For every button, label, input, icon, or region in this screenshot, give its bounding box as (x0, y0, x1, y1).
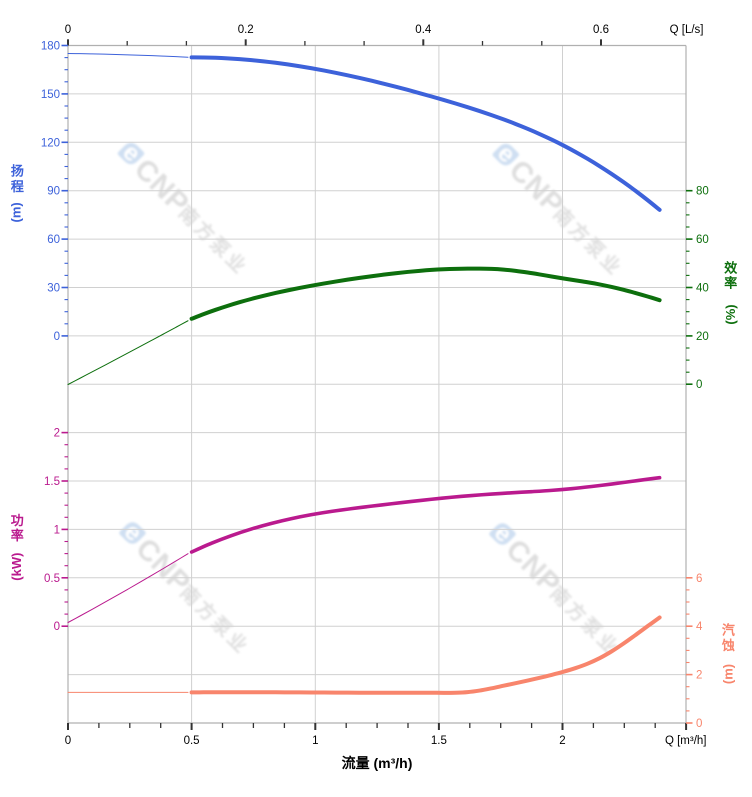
svg-text:2: 2 (559, 735, 565, 747)
svg-text:0: 0 (65, 24, 71, 36)
svg-text:0.2: 0.2 (238, 24, 254, 36)
svg-text:1: 1 (312, 735, 318, 747)
svg-text:程: 程 (11, 179, 24, 194)
svg-text:Q [m³/h]: Q [m³/h] (665, 735, 707, 747)
svg-text:2: 2 (54, 428, 60, 440)
svg-text:蚀: 蚀 (721, 638, 735, 653)
svg-text:0.5: 0.5 (44, 573, 60, 585)
svg-text:(m): (m) (721, 664, 736, 684)
svg-text:流量 (m³/h): 流量 (m³/h) (342, 755, 413, 771)
svg-text:40: 40 (696, 283, 709, 295)
svg-text:(kW): (kW) (9, 553, 24, 581)
svg-text:功: 功 (11, 513, 24, 528)
svg-text:60: 60 (47, 234, 60, 246)
svg-text:率: 率 (11, 528, 24, 543)
svg-text:0: 0 (65, 735, 71, 747)
svg-text:6: 6 (696, 573, 702, 585)
svg-text:1.5: 1.5 (431, 735, 447, 747)
svg-text:120: 120 (41, 137, 60, 149)
svg-text:扬: 扬 (11, 164, 24, 179)
svg-text:150: 150 (41, 89, 60, 101)
svg-text:效: 效 (724, 261, 738, 276)
svg-text:60: 60 (696, 234, 709, 246)
svg-text:1.5: 1.5 (44, 476, 60, 488)
svg-text:0.6: 0.6 (593, 24, 609, 36)
svg-text:20: 20 (696, 331, 709, 343)
svg-text:2: 2 (696, 670, 702, 682)
svg-text:0: 0 (696, 718, 702, 730)
svg-text:率: 率 (724, 275, 737, 290)
svg-text:汽: 汽 (722, 622, 735, 637)
svg-text:90: 90 (47, 186, 60, 198)
svg-text:(%): (%) (723, 304, 738, 324)
svg-text:0: 0 (696, 379, 702, 391)
svg-text:0.4: 0.4 (415, 24, 432, 36)
svg-text:0: 0 (54, 621, 60, 633)
svg-text:80: 80 (696, 186, 709, 198)
svg-text:(m): (m) (9, 202, 24, 222)
svg-text:4: 4 (696, 621, 703, 633)
svg-text:Q [L/s]: Q [L/s] (670, 24, 704, 36)
svg-text:0: 0 (54, 331, 60, 343)
svg-text:1: 1 (54, 524, 60, 536)
svg-text:30: 30 (47, 283, 60, 295)
svg-text:0.5: 0.5 (184, 735, 200, 747)
svg-text:180: 180 (41, 41, 60, 53)
